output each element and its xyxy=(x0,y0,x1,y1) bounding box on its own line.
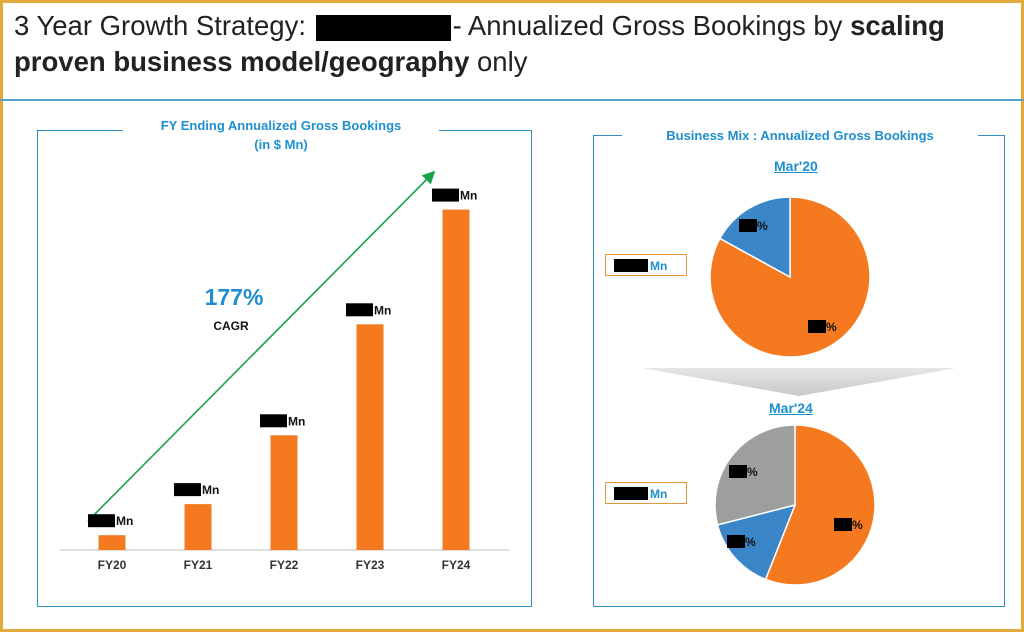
value-suffix-fy23: Mn xyxy=(374,303,391,317)
mar24-slice-1 xyxy=(716,503,797,581)
redacted-total-mar20 xyxy=(614,259,648,272)
bar-panel-title-line1: FY Ending Annualized Gross Bookings xyxy=(160,118,402,133)
cagr-label: CAGR xyxy=(213,319,249,333)
title-part-1: 3 Year Growth Strategy: xyxy=(14,10,306,41)
redacted-value-fy20 xyxy=(88,514,115,528)
value-suffix-fy21: Mn xyxy=(202,483,219,497)
total-suffix-mar24: Mn xyxy=(650,487,668,501)
bar-fy20 xyxy=(98,535,126,550)
title-part-3: only xyxy=(477,46,528,77)
bar-panel-title-line2: (in $ Mn) xyxy=(254,137,308,152)
value-suffix-fy22: Mn xyxy=(288,414,305,428)
bookings-bar-panel: FY Ending Annualized Gross Bookings (in … xyxy=(37,116,532,607)
redacted-value-fy23 xyxy=(346,303,373,317)
x-tick-fy21: FY21 xyxy=(184,558,213,572)
title-bold-phrase: scaling proven business model/geography xyxy=(14,10,945,77)
mar24-slice-0 xyxy=(764,424,876,586)
mar20-slice-1 xyxy=(718,196,791,279)
mix-panel-title: Business Mix : Annualized Gross Bookings xyxy=(622,126,978,145)
redacted-value-fy24 xyxy=(432,188,459,202)
pie-title-mar20: Mar'20 xyxy=(774,158,818,174)
mar20-redacted-pct-0 xyxy=(808,320,826,333)
title-divider xyxy=(0,99,1024,101)
value-suffix-fy20: Mn xyxy=(116,514,133,528)
mar20-pie-area: %% xyxy=(709,196,871,358)
bars-group: FY20 Mn FY21 Mn FY22 Mn FY23 Mn FY24 Mn xyxy=(88,188,477,572)
bar-panel-title: FY Ending Annualized Gross Bookings (in … xyxy=(123,116,439,154)
value-suffix-fy24: Mn xyxy=(460,189,477,203)
bar-fy24 xyxy=(442,209,470,550)
mar20-redacted-pct-1 xyxy=(739,219,757,232)
mar24-pct-suffix-0: % xyxy=(852,518,863,532)
total-box-mar24: Mn xyxy=(605,482,687,504)
mar24-redacted-pct-0 xyxy=(834,518,852,531)
mar24-redacted-pct-1 xyxy=(727,535,745,548)
title-part-2: - Annualized Gross Bookings by xyxy=(452,10,843,41)
x-tick-fy24: FY24 xyxy=(442,558,471,572)
cagr-value: 177% xyxy=(205,284,264,310)
x-tick-fy23: FY23 xyxy=(356,558,385,572)
pie-chart-mar24: %%% xyxy=(714,424,876,586)
bar-chart: 177% CAGR FY20 Mn FY21 Mn FY22 Mn FY23 Mn FY24 Mn xyxy=(60,170,510,572)
redacted-total-mar24 xyxy=(614,487,648,500)
redacted-value-fy21 xyxy=(174,483,201,497)
mar20-pct-suffix-1: % xyxy=(757,219,768,233)
bar-fy21 xyxy=(184,504,212,550)
pie-title-mar24: Mar'24 xyxy=(769,400,813,416)
bar-fy23 xyxy=(356,324,384,550)
total-suffix-mar20: Mn xyxy=(650,259,668,273)
total-box-mar20: Mn xyxy=(605,254,687,276)
mar24-pie-area: %%% xyxy=(714,424,876,586)
pie-chart-mar20: %% xyxy=(709,196,871,358)
redacted-value-fy22 xyxy=(260,414,287,428)
mar24-pct-suffix-1: % xyxy=(745,535,756,549)
growth-trend-arrow xyxy=(87,170,436,522)
transition-chevron xyxy=(642,368,956,396)
mar24-redacted-pct-2 xyxy=(729,465,747,478)
bar-fy22 xyxy=(270,435,298,550)
x-tick-fy20: FY20 xyxy=(98,558,127,572)
mar24-pct-suffix-2: % xyxy=(747,465,758,479)
redacted-company-name xyxy=(315,14,451,41)
mar24-slice-2 xyxy=(714,424,796,526)
mar20-pct-suffix-0: % xyxy=(826,320,837,334)
x-tick-fy22: FY22 xyxy=(270,558,299,572)
slide-title: 3 Year Growth Strategy: - Annualized Gro… xyxy=(14,8,1014,80)
business-mix-panel: Business Mix : Annualized Gross Bookings… xyxy=(593,126,1005,607)
